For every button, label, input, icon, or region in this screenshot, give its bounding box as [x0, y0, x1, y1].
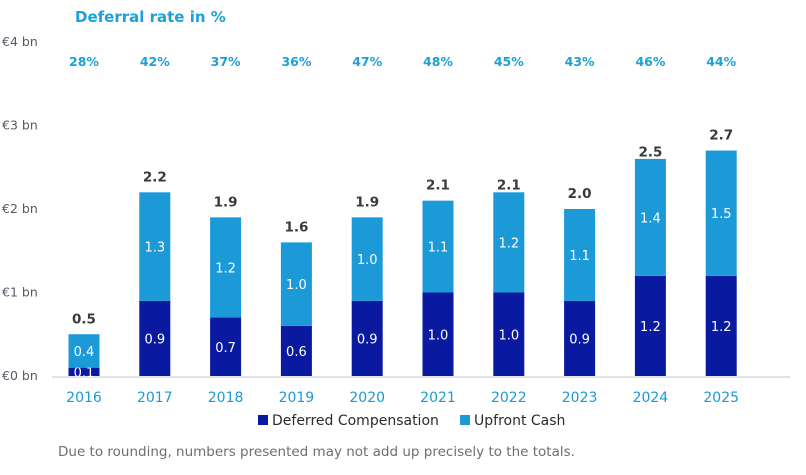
deferred-compensation-value-label: 1.2 [640, 320, 661, 335]
total-value-label: 1.6 [284, 219, 308, 235]
bars: 0.1 0.4 0.5 0.9 1.3 2.2 0.7 1.2 1.9 0.6 1.0 1.6 0.9 1… [68, 128, 737, 381]
y-tick-label: €1 bn [2, 285, 38, 300]
bar-segment-upfront-cash [564, 209, 596, 301]
bar-segment-deferred-compensation [139, 300, 171, 376]
upfront-cash-value-label: 1.1 [569, 249, 590, 264]
deferred-compensation-value-label: 0.9 [357, 332, 378, 347]
x-tick-label: 2023 [562, 390, 598, 406]
bar-segment-upfront-cash [351, 217, 383, 301]
bar-segment-deferred-compensation [422, 292, 454, 376]
bar-segment-upfront-cash [280, 242, 312, 326]
upfront-cash-value-label: 1.3 [144, 241, 165, 256]
bar-segment-deferred-compensation [68, 367, 100, 376]
deferred-compensation-value-label: 1.2 [711, 320, 732, 335]
deferral-rate-label: 48% [423, 54, 453, 69]
total-value-label: 2.1 [426, 178, 450, 194]
legend-label-deferred-compensation: Deferred Compensation [272, 413, 439, 429]
bar-segment-deferred-compensation [280, 325, 312, 376]
rounding-note: Due to rounding, numbers presented may n… [58, 444, 575, 460]
total-value-label: 0.5 [72, 311, 96, 327]
bar-segment-deferred-compensation [493, 292, 525, 376]
upfront-cash-value-label: 1.1 [428, 241, 449, 256]
deferral-rate-label: 42% [140, 54, 170, 69]
bar-segment-upfront-cash [210, 217, 242, 318]
deferred-compensation-value-label: 1.0 [428, 328, 449, 343]
x-tick-label: 2021 [420, 390, 456, 406]
total-value-label: 1.9 [355, 194, 379, 210]
deferral-rate-label: 47% [352, 54, 382, 69]
deferred-compensation-value-label: 0.9 [144, 332, 165, 347]
deferred-compensation-value-label: 1.0 [498, 328, 519, 343]
y-axis: €0 bn €1 bn €2 bn €3 bn €4 bn [2, 34, 38, 383]
bar-segment-deferred-compensation [634, 275, 666, 376]
deferral-rate-label: 44% [706, 54, 736, 69]
total-value-label: 2.5 [638, 144, 662, 160]
total-value-label: 2.1 [497, 178, 521, 194]
upfront-cash-value-label: 1.5 [711, 207, 732, 222]
y-tick-label: €4 bn [2, 34, 38, 49]
total-value-label: 2.0 [568, 186, 592, 202]
bar-segment-upfront-cash [139, 192, 171, 301]
x-tick-label: 2019 [279, 390, 315, 406]
bar-segment-deferred-compensation [564, 300, 596, 376]
bar-segment-deferred-compensation [210, 317, 242, 376]
y-tick-label: €3 bn [2, 118, 38, 133]
x-tick-label: 2017 [137, 390, 173, 406]
upfront-cash-value-label: 1.4 [640, 211, 661, 226]
legend-swatch-deferred-compensation [258, 415, 268, 425]
deferral-rate-label: 37% [211, 54, 241, 69]
deferred-compensation-value-label: 0.9 [569, 332, 590, 347]
deferral-rate-row: 28% 42% 37% 36% 47% 48% 45% 43% 46% 44% [69, 54, 737, 69]
deferred-compensation-value-label: 0.7 [215, 341, 236, 356]
upfront-cash-value-label: 1.2 [498, 236, 519, 251]
deferral-rate-label: 45% [494, 54, 524, 69]
bar-segment-deferred-compensation [705, 275, 737, 376]
legend: Deferred Compensation Upfront Cash [258, 413, 565, 429]
bar-segment-upfront-cash [68, 334, 100, 368]
deferral-rate-label: 28% [69, 54, 99, 69]
x-tick-label: 2025 [703, 390, 739, 406]
x-tick-label: 2022 [491, 390, 527, 406]
total-value-label: 2.7 [709, 128, 733, 144]
legend-swatch-upfront-cash [460, 415, 470, 425]
deferral-rate-label: 46% [635, 54, 665, 69]
bar-segment-upfront-cash [705, 150, 737, 276]
bar-segment-deferred-compensation [351, 300, 383, 376]
x-tick-label: 2016 [66, 390, 102, 406]
total-value-label: 1.9 [214, 194, 238, 210]
deferred-compensation-value-label: 0.1 [74, 366, 95, 381]
x-tick-label: 2020 [349, 390, 385, 406]
bar-segment-upfront-cash [634, 158, 666, 276]
upfront-cash-value-label: 1.0 [286, 278, 307, 293]
deferred-compensation-value-label: 0.6 [286, 345, 307, 360]
x-tick-label: 2024 [633, 390, 669, 406]
upfront-cash-value-label: 1.0 [357, 253, 378, 268]
y-tick-label: €0 bn [2, 368, 38, 383]
x-axis: 2016 2017 2018 2019 2020 2021 2022 2023 2024 2025 [66, 390, 739, 406]
total-value-label: 2.2 [143, 169, 167, 185]
legend-label-upfront-cash: Upfront Cash [474, 413, 565, 429]
chart-title: Deferral rate in % [75, 8, 226, 26]
upfront-cash-value-label: 0.4 [74, 345, 95, 360]
deferral-rate-label: 43% [565, 54, 595, 69]
upfront-cash-value-label: 1.2 [215, 261, 236, 276]
bar-segment-upfront-cash [493, 192, 525, 293]
x-tick-label: 2018 [208, 390, 244, 406]
deferral-rate-label: 36% [281, 54, 311, 69]
bar-segment-upfront-cash [422, 200, 454, 293]
y-tick-label: €2 bn [2, 201, 38, 216]
